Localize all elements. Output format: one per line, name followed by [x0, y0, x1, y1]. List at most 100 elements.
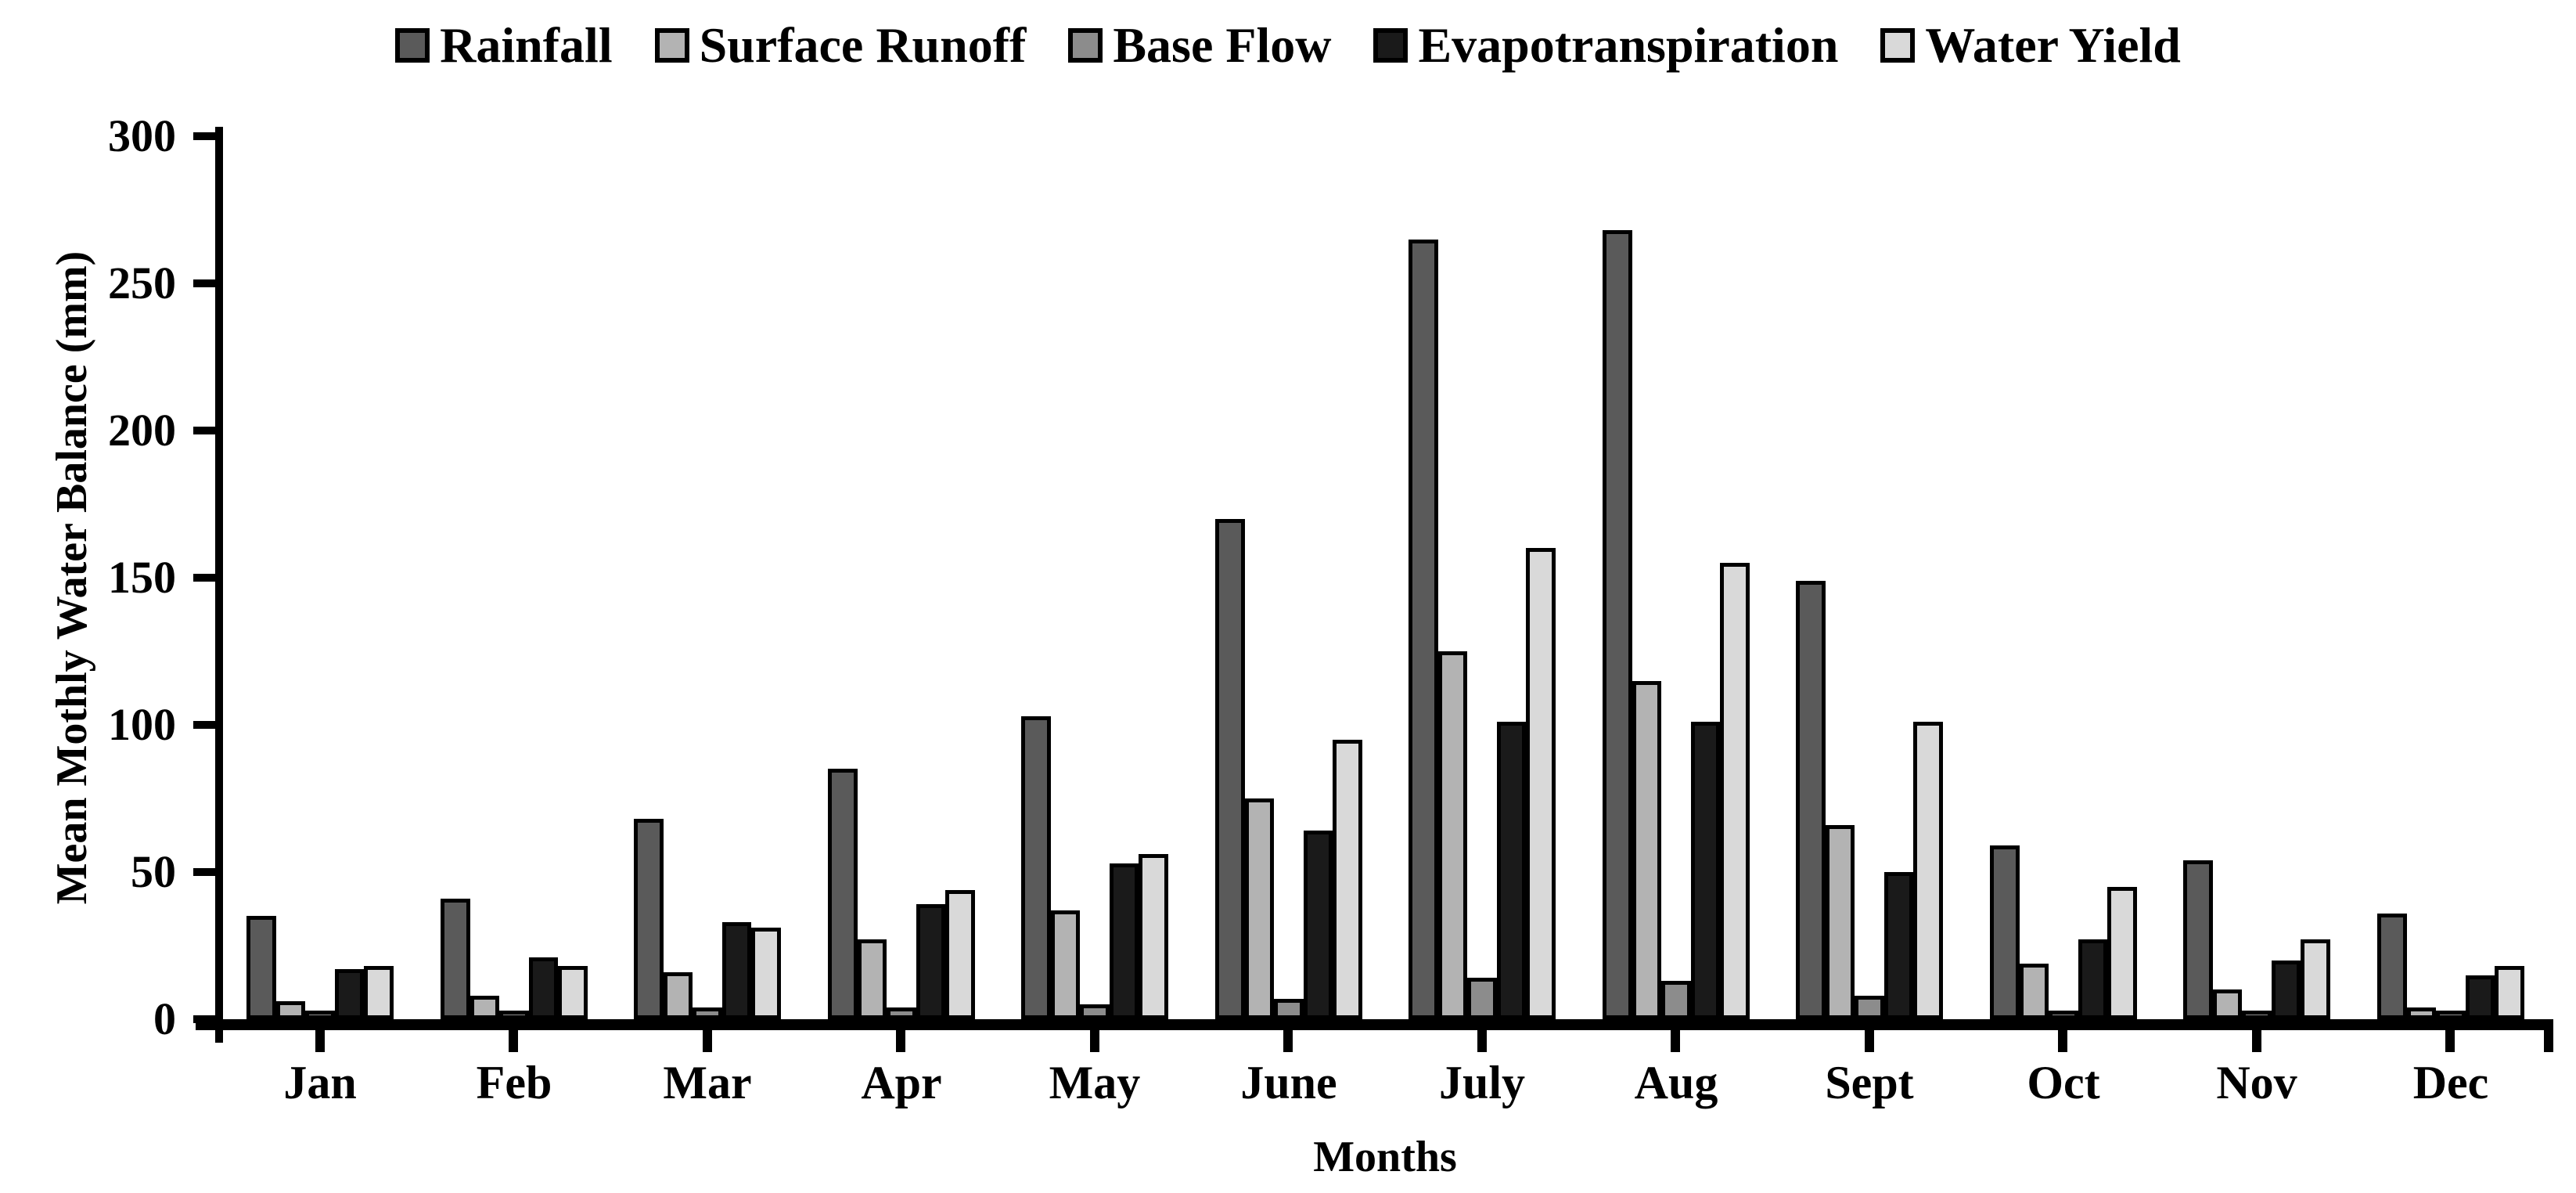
y-tick-label-150: 150 — [108, 552, 176, 603]
x-tick-oct — [2058, 1030, 2067, 1052]
bar-surface-runoff-feb — [470, 996, 500, 1019]
bar-group-oct — [1966, 136, 2160, 1019]
x-tick-label-aug: Aug — [1634, 1057, 1718, 1108]
legend-swatch-rainfall — [395, 28, 430, 63]
bar-base-flow-oct — [2049, 1011, 2078, 1019]
legend-label-surface-runoff: Surface Runoff — [699, 17, 1027, 73]
legend-item-water-yield: Water Yield — [1880, 17, 2181, 73]
bar-group-feb — [417, 136, 611, 1019]
bar-surface-runoff-oct — [2019, 964, 2049, 1019]
y-tick-0 — [193, 1015, 215, 1023]
y-tick-label-0: 0 — [153, 993, 176, 1044]
x-axis-title: Months — [1313, 1133, 1457, 1181]
bar-surface-runoff-july — [1437, 651, 1468, 1019]
y-tick-label-200: 200 — [108, 405, 176, 456]
bar-evapotranspiration-june — [1303, 831, 1333, 1019]
y-tick-250 — [193, 279, 215, 287]
y-tick-label-300: 300 — [108, 110, 176, 161]
x-tick-july — [1477, 1030, 1487, 1052]
bar-evapotranspiration-feb — [528, 957, 559, 1019]
bar-rainfall-apr — [828, 769, 858, 1019]
bar-group-jan — [223, 136, 417, 1019]
y-tick-label-250: 250 — [108, 258, 176, 308]
x-tick-nov — [2252, 1030, 2261, 1052]
bar-water-yield-july — [1526, 548, 1556, 1019]
bar-rainfall-nov — [2183, 860, 2213, 1019]
bar-rainfall-dec — [2377, 914, 2407, 1019]
legend-item-rainfall: Rainfall — [395, 20, 613, 70]
bar-surface-runoff-apr — [857, 939, 887, 1019]
bar-water-yield-jan — [364, 966, 394, 1019]
bar-rainfall-feb — [441, 899, 470, 1019]
x-tick-mar — [703, 1030, 712, 1052]
bar-group-mar — [610, 136, 804, 1019]
bar-water-yield-june — [1333, 740, 1362, 1019]
bar-base-flow-dec — [2436, 1011, 2466, 1019]
bar-base-flow-mar — [693, 1007, 722, 1019]
bar-evapotranspiration-oct — [2078, 939, 2108, 1019]
bar-rainfall-jan — [246, 916, 276, 1019]
bar-group-july — [1385, 136, 1579, 1019]
x-axis-line — [196, 1019, 2553, 1030]
x-tick-apr — [896, 1030, 905, 1052]
bar-evapotranspiration-jan — [334, 969, 365, 1019]
bar-base-flow-jan — [305, 1011, 335, 1019]
bar-evapotranspiration-july — [1496, 722, 1527, 1019]
bar-rainfall-mar — [634, 819, 664, 1019]
bar-group-may — [998, 136, 1192, 1019]
bar-group-june — [1192, 136, 1386, 1019]
bar-surface-runoff-dec — [2406, 1007, 2437, 1019]
legend-swatch-surface-runoff — [654, 28, 689, 63]
legend-swatch-evapotranspiration — [1373, 28, 1409, 63]
bar-surface-runoff-june — [1244, 798, 1275, 1019]
bar-group-apr — [804, 136, 998, 1019]
bar-evapotranspiration-nov — [2271, 961, 2301, 1019]
bar-surface-runoff-jan — [275, 1001, 306, 1019]
legend-label-evapotranspiration: Evapotranspiration — [1418, 17, 1839, 73]
x-tick-label-mar: Mar — [663, 1057, 752, 1108]
x-tick-label-may: May — [1049, 1057, 1141, 1108]
y-tick-label-100: 100 — [108, 699, 176, 750]
bar-base-flow-feb — [499, 1011, 529, 1019]
x-tick-aug — [1671, 1030, 1680, 1052]
y-tick-50 — [193, 868, 215, 876]
x-axis-end-tick — [2544, 1030, 2553, 1052]
y-tick-200 — [193, 427, 215, 434]
x-tick-june — [1283, 1030, 1293, 1052]
bar-evapotranspiration-dec — [2465, 975, 2495, 1019]
bar-water-yield-may — [1139, 854, 1168, 1019]
x-tick-sept — [1865, 1030, 1874, 1052]
bar-base-flow-may — [1080, 1004, 1110, 1019]
x-tick-label-jan: Jan — [283, 1057, 357, 1108]
y-tick-100 — [193, 721, 215, 729]
bar-water-yield-dec — [2495, 966, 2524, 1019]
bar-evapotranspiration-mar — [721, 922, 752, 1019]
bar-water-yield-mar — [751, 928, 781, 1019]
bar-base-flow-apr — [887, 1007, 916, 1019]
legend-label-water-yield: Water Yield — [1925, 17, 2181, 73]
y-tick-300 — [193, 132, 215, 140]
bar-group-aug — [1579, 136, 1773, 1019]
bar-evapotranspiration-may — [1109, 863, 1139, 1019]
legend-label-base-flow: Base Flow — [1113, 17, 1332, 73]
bar-water-yield-feb — [558, 966, 588, 1019]
bar-group-sept — [1772, 136, 1966, 1019]
bar-rainfall-may — [1021, 716, 1051, 1019]
bar-base-flow-nov — [2242, 1011, 2272, 1019]
bar-water-yield-sept — [1913, 722, 1943, 1019]
bar-water-yield-nov — [2301, 939, 2330, 1019]
bar-group-nov — [2160, 136, 2354, 1019]
x-tick-label-oct: Oct — [2027, 1057, 2100, 1108]
bar-evapotranspiration-apr — [916, 904, 946, 1019]
y-tick-label-50: 50 — [131, 846, 176, 897]
y-tick-150 — [193, 574, 215, 582]
bar-rainfall-july — [1409, 240, 1438, 1019]
bar-evapotranspiration-sept — [1883, 872, 1914, 1019]
x-tick-label-apr: Apr — [861, 1057, 942, 1108]
bar-surface-runoff-mar — [663, 972, 693, 1019]
legend-item-evapotranspiration: Evapotranspiration — [1373, 20, 1838, 70]
bar-base-flow-sept — [1855, 996, 1884, 1019]
x-tick-dec — [2445, 1030, 2455, 1052]
bar-surface-runoff-nov — [2212, 989, 2243, 1019]
